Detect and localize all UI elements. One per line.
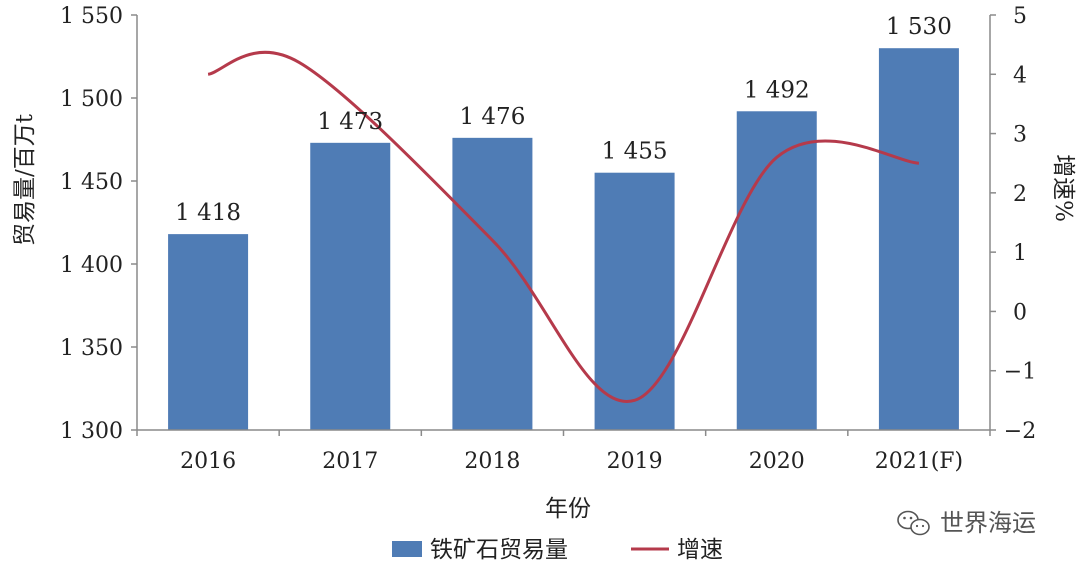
growth-line: [207, 50, 920, 403]
y-left-tick-label: 1 350: [60, 336, 123, 361]
y-left-tick-label: 1 500: [60, 87, 123, 112]
y-right-tick-label: −2: [1004, 419, 1036, 444]
bar-value-label: 1 418: [175, 200, 241, 226]
y-right-tick-label: −1: [1004, 360, 1036, 385]
bar: [878, 48, 959, 430]
y-right-tick-label: 2: [1013, 182, 1027, 207]
y-left-tick-label: 1 400: [60, 253, 123, 278]
watermark-text: 世界海运: [940, 509, 1036, 537]
line-series: [207, 50, 920, 403]
bar-series: [168, 48, 959, 430]
legend-label-line: 增速: [677, 537, 723, 563]
y-right-tick-label: 1: [1013, 241, 1027, 266]
bar: [736, 111, 817, 430]
legend: 铁矿石贸易量 增速: [392, 537, 723, 563]
x-tick-label: 2020: [749, 449, 805, 474]
bar-value-label: 1 492: [744, 77, 810, 103]
bar-value-label: 1 530: [886, 14, 952, 40]
watermark: 世界海运: [897, 509, 1036, 537]
bar: [310, 142, 391, 430]
bar: [168, 234, 249, 430]
bar: [452, 137, 533, 430]
y-right-tick-label: 4: [1013, 63, 1027, 88]
y-right-tick-label: 3: [1013, 123, 1027, 148]
axes: 1 550 1 500 1 450 1 400 1 350 1 300 5 4 3 2 1 0 −1 −2…: [60, 4, 1036, 474]
wechat-icon: [897, 510, 930, 536]
y-right-tick-label: 5: [1013, 4, 1027, 29]
y-left-tick-label: 1 300: [60, 419, 123, 444]
bar: [594, 172, 675, 430]
y-axis-left-title: 贸易量/百万t: [12, 113, 38, 246]
x-tick-label: 2018: [464, 449, 520, 474]
bar-value-label: 1 476: [459, 104, 525, 130]
x-axis-title: 年份: [545, 496, 591, 522]
labels: 1 418 1 473 1 476 1 455 1 492 1 530: [175, 14, 952, 226]
y-axis-right-title: 增速%: [1050, 154, 1076, 222]
bar-value-label: 1 455: [602, 139, 668, 165]
x-tick-label: 2019: [607, 449, 663, 474]
x-tick-label: 2017: [322, 449, 378, 474]
y-left-tick-label: 1 550: [60, 4, 123, 29]
x-tick-label: 2016: [180, 449, 236, 474]
x-tick-label: 2021(F): [875, 449, 963, 474]
bar-value-label: 1 473: [317, 109, 383, 135]
legend-swatch-bar: [392, 541, 422, 557]
y-right-tick-label: 0: [1013, 300, 1027, 325]
legend-label-bar: 铁矿石贸易量: [430, 537, 568, 563]
y-left-tick-label: 1 450: [60, 170, 123, 195]
